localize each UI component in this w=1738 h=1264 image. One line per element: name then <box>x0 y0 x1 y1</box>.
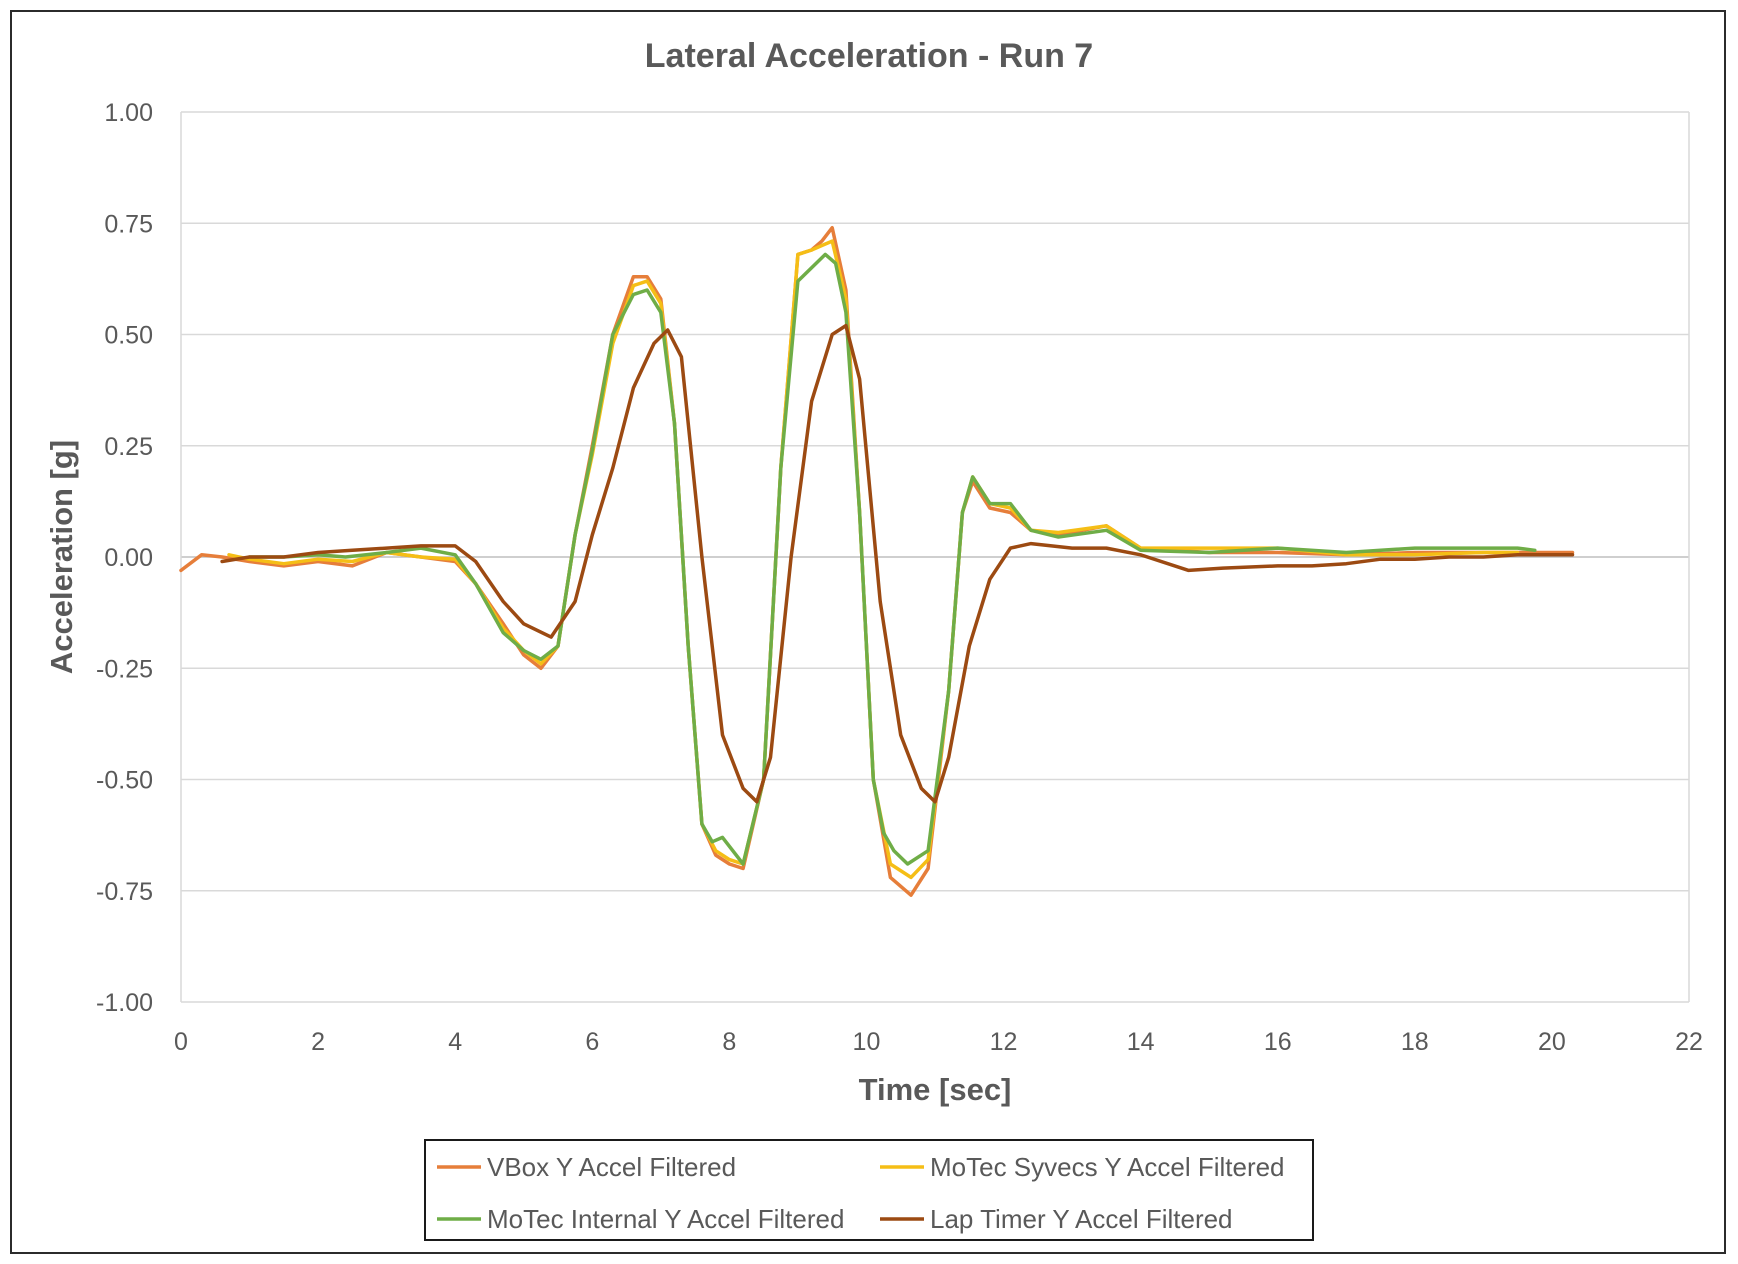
x-tick-label: 16 <box>1264 1028 1292 1056</box>
y-tick-label: -0.50 <box>96 767 153 795</box>
chart-title: Lateral Acceleration - Run 7 <box>645 37 1093 75</box>
gridlines <box>180 111 1690 1003</box>
x-tick-label: 20 <box>1538 1028 1566 1056</box>
y-tick-label: 0.00 <box>104 544 153 572</box>
y-tick-labels: 1.00 0.75 0.50 0.25 0.00 -0.25 -0.50 -0.75 -1.00 <box>96 99 153 1017</box>
y-tick-label: -0.25 <box>96 655 153 683</box>
series-line-laptimer <box>220 323 1575 804</box>
chart-frame <box>10 10 1726 1254</box>
x-tick-label: 18 <box>1401 1028 1429 1056</box>
y-tick-label: -1.00 <box>96 989 153 1017</box>
x-tick-label: 14 <box>1127 1028 1155 1056</box>
legend-label-vbox: VBox Y Accel Filtered <box>487 1152 736 1182</box>
x-tick-label: 2 <box>311 1028 325 1056</box>
x-tick-label: 12 <box>990 1028 1018 1056</box>
x-tick-labels: 0 2 4 6 8 10 12 14 16 18 20 22 <box>174 1028 1703 1056</box>
y-axis-title: Acceleration [g] <box>44 440 79 674</box>
legend-label-laptimer: Lap Timer Y Accel Filtered <box>930 1204 1233 1234</box>
x-tick-label: 22 <box>1675 1028 1703 1056</box>
x-axis-title: Time [sec] <box>859 1072 1012 1107</box>
y-tick-label: 0.75 <box>104 210 153 238</box>
y-tick-label: 0.25 <box>104 433 153 461</box>
x-tick-label: 10 <box>853 1028 881 1056</box>
series-line-internal <box>247 252 1537 866</box>
y-tick-label: 0.50 <box>104 322 153 350</box>
x-tick-label: 8 <box>722 1028 736 1056</box>
legend-label-syvecs: MoTec Syvecs Y Accel Filtered <box>930 1152 1285 1182</box>
x-tick-label: 0 <box>174 1028 188 1056</box>
x-tick-label: 4 <box>448 1028 462 1056</box>
legend-label-internal: MoTec Internal Y Accel Filtered <box>487 1204 844 1234</box>
legend-box <box>424 1139 1314 1241</box>
legend: VBox Y Accel Filtered MoTec Syvecs Y Acce… <box>424 1139 1314 1241</box>
series-lines <box>179 225 1575 897</box>
x-tick-label: 6 <box>585 1028 599 1056</box>
y-tick-label: -0.75 <box>96 878 153 906</box>
y-tick-label: 1.00 <box>104 99 153 127</box>
